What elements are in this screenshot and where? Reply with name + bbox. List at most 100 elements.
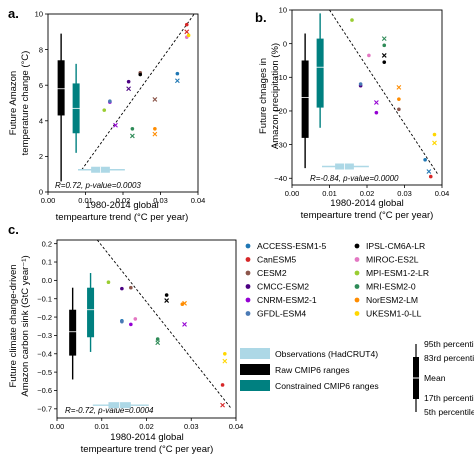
legend-marker-mri-esm2-0 xyxy=(354,284,360,289)
panel-b-point-gfdl-esm4 xyxy=(358,82,363,86)
panel-c-point-ipsl-cm6a-lr xyxy=(164,293,169,297)
panel-c-xtick-label: 0.00 xyxy=(50,422,65,431)
panel-c-constrained-box xyxy=(87,287,95,338)
legend-label-mri-esm2-0: MRI-ESM2-0 xyxy=(366,282,416,292)
legend-constrained-swatch xyxy=(240,380,270,391)
panel-a: a. Future Amazon temperature change (°C)… xyxy=(8,6,205,223)
panel-a-label: a. xyxy=(8,6,19,21)
legend-models: ACCESS-ESM1-5 CanESM5 CESM2 CMCC-ESM2 CNRM-E… xyxy=(245,241,429,319)
panel-a-ylabel-line1: Future Amazon xyxy=(8,71,19,135)
panel-b-cross-ukesm1-0-ll-stroke2 xyxy=(432,140,437,146)
panel-b-plot-area: 0.00 0.01 0.02 0.03 0.04 −40 −30 −20 −10 0 10 xyxy=(274,6,449,198)
panel-a-xtick-label: 0.00 xyxy=(41,196,56,205)
legend-label-cesm2: CESM2 xyxy=(257,268,287,278)
panel-c-ylabel-line1: Future climate change-driven xyxy=(8,264,19,387)
panel-a-point-ipsl-cm6a-lr xyxy=(138,72,143,77)
panel-c-regression-line xyxy=(96,239,232,410)
panel-b-ylabel-line2: Amazon precipitation (%) xyxy=(270,43,281,149)
legend-label-gfdl-esm4: GFDL-ESM4 xyxy=(257,309,306,319)
panel-a-point-ukesm1-0-ll xyxy=(186,33,191,38)
panel-c-cross-noresm2-lm-stroke2 xyxy=(182,300,187,306)
panel-a-xlabel: 1980-2014 global tempearture trend (°C p… xyxy=(56,200,189,223)
legend-marker-noresm2-lm xyxy=(354,297,360,303)
panel-a-ytick-label: 4 xyxy=(39,117,43,126)
panel-c-xlabel-line1: 1980-2014 global xyxy=(110,432,183,443)
panel-b-cross-noresm2-lm xyxy=(396,85,402,90)
panel-b-xtick-label: 0.00 xyxy=(285,189,300,198)
panel-b-cross-access-esm1-5-stroke2 xyxy=(426,169,432,174)
panel-b-xtick-label: 0.03 xyxy=(397,189,412,198)
panel-a-cross-cesm2-stroke2 xyxy=(152,97,158,102)
panel-b-xtick-label: 0.02 xyxy=(360,189,375,198)
panel-c-point-cnrm-esm2-1 xyxy=(129,322,133,327)
panel-b: b. Future chnages in Amazon precipitatio… xyxy=(255,6,449,221)
legend-label-miroc-es2l: MIROC-ES2L xyxy=(366,255,419,265)
panel-b-xlabel-line2: tempearture trend (°C per year) xyxy=(301,210,434,221)
panel-c-xtick-label: 0.04 xyxy=(229,422,244,431)
panel-c-point-gfdl-esm4 xyxy=(120,319,124,324)
panel-b-xtick-label: 0.01 xyxy=(322,189,337,198)
panel-a-cross-cnrm-esm2-1 xyxy=(113,122,118,128)
panel-b-constrained-box xyxy=(316,38,324,108)
panel-c-point-cesm2 xyxy=(129,285,133,290)
panel-a-ytick-label: 10 xyxy=(35,10,43,19)
legend-observations-label: Observations (HadCRUT4) xyxy=(275,349,378,359)
panel-a-xtick-label: 0.03 xyxy=(153,196,168,205)
panel-b-ytick-label: −20 xyxy=(274,107,287,116)
panel-c-ytick-label: −0.7 xyxy=(37,405,52,414)
panel-c-ytick-label: −0.3 xyxy=(37,331,52,340)
legend: ACCESS-ESM1-5 CanESM5 CESM2 CMCC-ESM2 CNRM-E… xyxy=(240,241,474,417)
panel-a-cross-access-esm1-5 xyxy=(174,78,180,84)
panel-a-cross-cnrm-esm2-1-stroke2 xyxy=(113,122,118,128)
legend-marker-access-esm1-5 xyxy=(245,243,251,249)
panel-b-point-mri-esm2-0 xyxy=(382,43,387,48)
panel-b-xlabel-line1: 1980-2014 global xyxy=(330,198,403,209)
panel-c-cross-cnrm-esm2-1 xyxy=(182,322,187,327)
legend-marker-cesm2 xyxy=(245,270,251,276)
panel-b-ytick-label: −10 xyxy=(274,73,287,82)
panel-a-cross-noresm2-lm-stroke2 xyxy=(152,131,158,137)
panel-a-stat-text: R=0.72, p-value=0.0003 xyxy=(55,181,141,190)
panel-c-cross-mri-esm2-0 xyxy=(155,340,161,346)
percentile-key-mean-label: Mean xyxy=(424,373,446,383)
panel-c-point-cmcc-esm2 xyxy=(120,286,124,291)
panel-b-cross-ukesm1-0-ll xyxy=(432,140,437,146)
panel-c-cross-mri-esm2-0-stroke2 xyxy=(155,340,161,346)
panel-b-stat-text: R=-0.84, p-value=0.0000 xyxy=(310,174,399,183)
legend-marker-cmcc-esm2 xyxy=(245,284,251,289)
panel-c-point-miroc-es2l xyxy=(133,317,138,321)
panel-b-point-canesm5 xyxy=(428,174,433,179)
panel-a-plot-area: 0.00 0.01 0.02 0.03 0.04 0 2 4 6 8 10 xyxy=(35,10,206,205)
panel-c-xtick-label: 0.03 xyxy=(184,422,199,431)
panel-c-xtick-label: 0.01 xyxy=(94,422,109,431)
panel-b-axes-frame xyxy=(291,9,443,186)
panel-a-cross-cmcc-esm2 xyxy=(126,86,132,92)
panel-a-point-noresm2-lm xyxy=(153,127,157,131)
panel-a-xtick-label: 0.04 xyxy=(191,196,206,205)
panel-c-xlabel-line2: tempearture trend (°C per year) xyxy=(81,444,214,455)
panel-b-cross-cnrm-esm2-1 xyxy=(373,100,379,105)
panel-b-xtick-label: 0.04 xyxy=(435,189,450,198)
panel-a-point-mpi-esm1-2-lr xyxy=(102,108,107,112)
panel-a-point-gfdl-esm4 xyxy=(108,99,112,104)
panel-b-cross-noresm2-lm-stroke2 xyxy=(396,85,402,90)
panel-b-regression-line xyxy=(329,9,439,176)
panel-b-label: b. xyxy=(255,10,267,25)
panel-c-ylabel: Future climate change-driven Amazon carb… xyxy=(8,255,31,396)
panel-a-ytick-label: 6 xyxy=(39,81,43,90)
panel-a-xtick-label: 0.02 xyxy=(116,196,131,205)
legend-constrained-label: Constrained CMIP6 ranges xyxy=(275,381,379,391)
panel-c-ytick-label: 0.1 xyxy=(42,258,52,267)
panel-a-cross-noresm2-lm xyxy=(152,131,158,137)
panel-a-point-cmcc-esm2 xyxy=(126,79,131,84)
legend-marker-mpi-esm1-2-lr xyxy=(354,270,360,276)
panel-b-cross-mri-esm2-0-stroke2 xyxy=(381,36,387,41)
panel-c-ytick-label: −0.2 xyxy=(37,313,52,322)
panel-a-xlabel-line1: 1980-2014 global xyxy=(85,200,158,211)
legend-constrained: Constrained CMIP6 ranges xyxy=(240,380,379,391)
panel-a-xtick-label: 0.01 xyxy=(78,196,93,205)
panel-b-point-ukesm1-0-ll xyxy=(432,132,437,137)
panel-c-point-mpi-esm1-2-lr xyxy=(106,280,111,285)
panel-c-plot-area: 0.00 0.01 0.02 0.03 0.04 −0.7 −0.6 −0.5 −0.4 −0.3… xyxy=(37,239,243,431)
